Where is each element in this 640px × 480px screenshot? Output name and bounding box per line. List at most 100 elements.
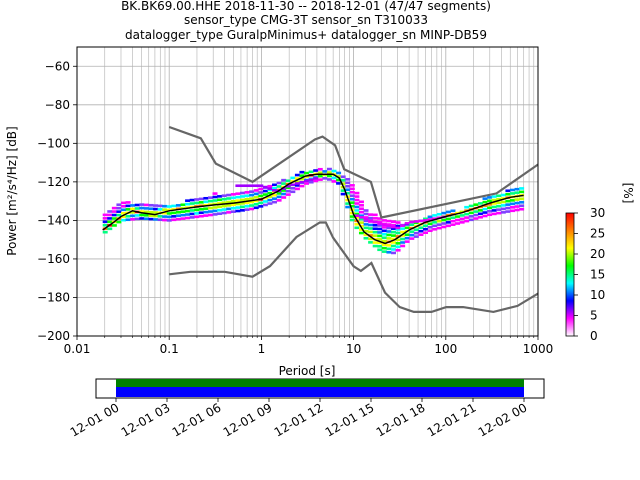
heatmap-cell (363, 226, 369, 230)
heatmap-cell (395, 224, 401, 228)
heatmap-cell (162, 208, 168, 211)
heatmap-cell (212, 199, 218, 202)
heatmap-cell (272, 189, 277, 192)
heatmap-cell (391, 244, 396, 248)
heatmap-cell (130, 204, 136, 207)
heatmap-cell (253, 196, 259, 199)
coverage-tick-label: 12-02 00 (476, 400, 530, 439)
heatmap-cell (496, 211, 502, 215)
heatmap-cell (441, 218, 447, 222)
heatmap-cell (377, 217, 383, 220)
heatmap-cell (409, 237, 415, 240)
heatmap-cell (299, 177, 305, 181)
heatmap-cell (418, 229, 424, 233)
heatmap-cell (377, 238, 383, 241)
heatmap-cell (336, 178, 342, 182)
heatmap-cell (358, 214, 364, 217)
heatmap-cell (331, 169, 337, 173)
heatmap-cell (441, 211, 447, 215)
heatmap-cell (267, 195, 273, 198)
heatmap-cell (363, 216, 369, 219)
heatmap-cell (139, 217, 145, 220)
heatmap-cell (207, 213, 213, 217)
heatmap-cell (267, 187, 273, 190)
heatmap-cell (198, 201, 204, 204)
heatmap-cell (125, 218, 131, 222)
heatmap-cell (317, 174, 323, 178)
heatmap-cell (185, 216, 191, 220)
heatmap-cell (372, 244, 378, 248)
plot-frame (76, 46, 539, 337)
coverage-tick-label: 12-01 21 (425, 400, 479, 439)
heatmap-cell (381, 239, 387, 243)
heatmap-cell (349, 190, 355, 194)
heatmap-cell (130, 214, 136, 218)
coverage-tick-label: 12-01 15 (323, 400, 377, 439)
heatmap-cell (130, 218, 136, 221)
heatmap-cell (189, 198, 195, 202)
heatmap-cell (340, 182, 346, 185)
heatmap-cell (162, 211, 168, 215)
heatmap-cell (272, 193, 277, 197)
coverage-bar (95, 378, 545, 399)
heatmap-cell (239, 195, 245, 198)
heatmap-cell (198, 211, 204, 215)
heatmap-cell (386, 237, 392, 240)
heatmap-cell (349, 197, 355, 201)
heatmap-cell (423, 227, 429, 231)
heatmap-cell (345, 205, 351, 209)
psd-heatmap (102, 167, 525, 255)
heatmap-cell (354, 195, 360, 198)
heatmap-cell (459, 214, 465, 217)
heatmap-cell (326, 178, 332, 181)
heatmap-cell (217, 208, 223, 212)
heatmap-cell (386, 244, 392, 247)
heatmap-cell (262, 200, 268, 203)
heatmap-cell (244, 208, 250, 211)
heatmap-cell (185, 213, 191, 216)
heatmap-cell (354, 209, 360, 212)
heatmap-cell (194, 208, 200, 212)
heatmap-cell (244, 197, 250, 201)
heatmap-cell (468, 204, 474, 208)
heatmap-cell (134, 214, 140, 217)
heatmap-cell (262, 185, 268, 189)
heatmap-cell (395, 231, 401, 235)
heatmap-cell (363, 236, 369, 240)
heatmap-cell (180, 213, 186, 217)
heatmap-cell (157, 204, 163, 208)
heatmap-cell (386, 230, 392, 233)
heatmap-cell (258, 205, 264, 208)
heatmap-cell (272, 190, 277, 194)
heatmap-cell (349, 204, 355, 208)
heatmap-cell (125, 201, 131, 204)
heatmap-cell (354, 198, 360, 202)
heatmap-cell (262, 203, 268, 207)
heatmap-cell (418, 226, 424, 230)
heatmap-cell (496, 197, 502, 201)
heatmap-cell (107, 217, 113, 220)
heatmap-cell (276, 195, 282, 199)
heatmap-cell (121, 218, 126, 222)
heatmap-cell (372, 234, 378, 237)
heatmap-cell (345, 191, 351, 195)
x-tick-label: 0.1 (160, 342, 179, 356)
heatmap-cell (368, 237, 374, 241)
heatmap-cell (139, 203, 145, 206)
heatmap-cell (253, 202, 259, 206)
heatmap-cell (221, 208, 227, 211)
heatmap-cell (276, 181, 282, 185)
heatmap-cell (514, 187, 520, 191)
heatmap-cell (189, 202, 195, 205)
heatmap-cell (391, 248, 396, 251)
heatmap-cell (217, 205, 223, 209)
colorbar (565, 212, 575, 337)
heatmap-cell (125, 204, 131, 208)
heatmap-cell (395, 235, 401, 238)
heatmap-cell (290, 176, 296, 180)
heatmap-cell (491, 212, 497, 216)
heatmap-cell (249, 184, 255, 188)
heatmap-cell (166, 208, 172, 212)
title-line-3: datalogger_type GuralpMinimus+ datalogge… (125, 28, 487, 42)
heatmap-cell (175, 204, 181, 207)
